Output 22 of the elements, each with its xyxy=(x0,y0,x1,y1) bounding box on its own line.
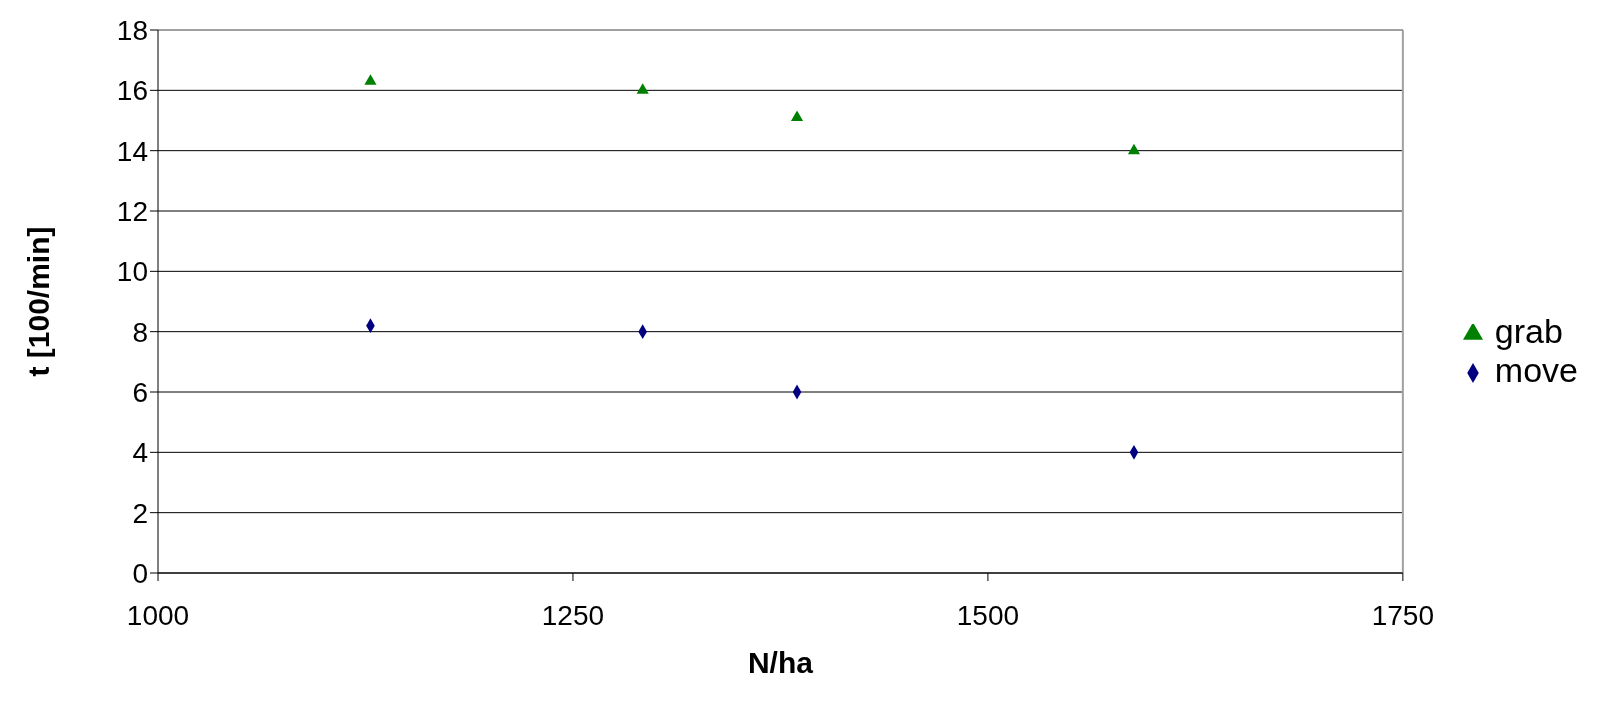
x-axis-title: N/ha xyxy=(747,646,814,679)
point xyxy=(364,74,377,85)
point xyxy=(636,83,649,94)
y-tick-label: 4 xyxy=(132,437,148,469)
y-tick-label: 16 xyxy=(116,75,148,107)
legend-label: move xyxy=(1494,350,1578,389)
y-tick-label: 6 xyxy=(132,376,148,408)
y-tick-label: 0 xyxy=(132,557,148,589)
x-tick-label: 1500 xyxy=(956,599,1020,631)
point xyxy=(1127,143,1141,155)
point xyxy=(790,110,804,121)
y-tick-label: 2 xyxy=(132,497,148,529)
y-tick-label: 12 xyxy=(116,195,148,227)
y-tick-label: 8 xyxy=(132,316,148,348)
x-tick-label: 1000 xyxy=(126,599,190,631)
legend-label: grab xyxy=(1494,311,1563,350)
y-tick-label: 18 xyxy=(116,14,148,46)
y-tick-label: 10 xyxy=(116,256,148,288)
y-tick-label: 14 xyxy=(116,135,148,167)
y-axis-title: t [100/min] xyxy=(21,226,55,377)
x-tick-label: 1250 xyxy=(541,599,605,631)
x-tick-label: 1750 xyxy=(1371,599,1435,631)
